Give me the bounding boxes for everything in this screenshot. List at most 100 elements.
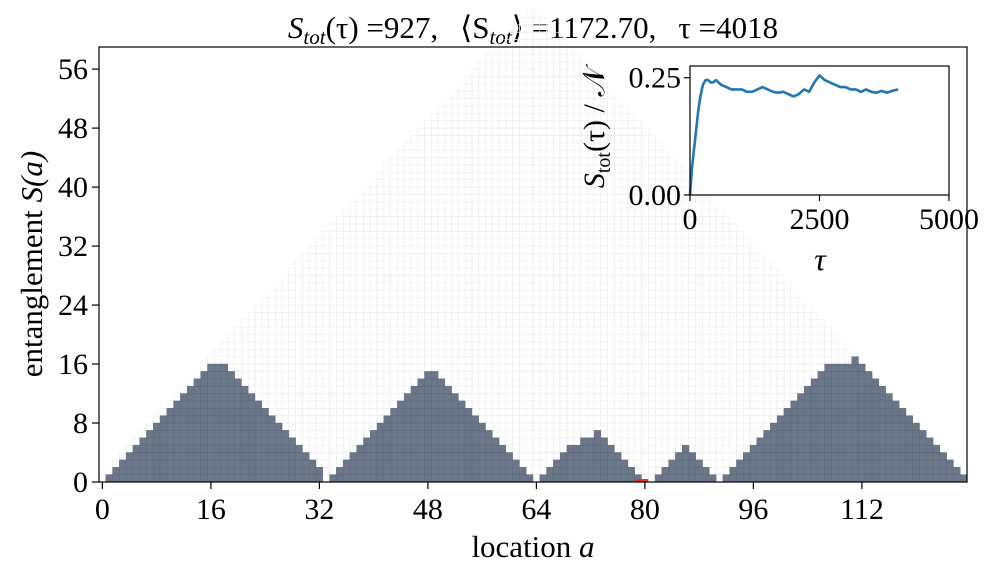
envelope-cell [546, 348, 554, 357]
envelope-cell [417, 208, 425, 217]
envelope-cell [302, 385, 310, 394]
envelope-cell [288, 267, 296, 276]
envelope-cell [634, 135, 642, 144]
envelope-cell [559, 378, 568, 387]
envelope-cell [810, 348, 819, 357]
envelope-cell [275, 378, 283, 387]
envelope-cell [492, 415, 500, 424]
envelope-cell [281, 341, 290, 350]
envelope-cell [383, 356, 391, 365]
envelope-cell [614, 341, 622, 350]
envelope-cell [620, 371, 629, 380]
envelope-cell [532, 452, 541, 461]
envelope-cell [620, 127, 629, 136]
envelope-cell [675, 444, 683, 453]
envelope-cell [376, 341, 385, 350]
envelope-cell [614, 105, 622, 114]
envelope-cell [525, 282, 534, 291]
envelope-cell [776, 407, 785, 416]
envelope-cell [512, 127, 520, 136]
envelope-cell [329, 341, 337, 350]
envelope-cell [729, 267, 737, 276]
bar-location-69 [566, 444, 574, 483]
envelope-cell [546, 334, 554, 343]
envelope-cell [349, 231, 357, 239]
envelope-cell [756, 371, 764, 380]
envelope-cell [492, 98, 500, 107]
envelope-cell [498, 157, 507, 166]
envelope-cell [437, 223, 446, 232]
envelope-cell [478, 201, 486, 210]
envelope-cell [573, 54, 581, 63]
envelope-cell [722, 312, 730, 321]
envelope-cell [709, 385, 717, 394]
envelope-cell [559, 275, 568, 284]
envelope-cell [661, 157, 669, 166]
envelope-cell [512, 422, 520, 431]
envelope-cell [688, 319, 697, 328]
envelope-cell [783, 304, 791, 313]
envelope-cell [553, 186, 561, 195]
envelope-cell [492, 304, 500, 313]
envelope-cell [695, 290, 703, 298]
bar [132, 445, 140, 482]
envelope-cell [593, 216, 602, 225]
envelope-cell [729, 238, 737, 247]
envelope-cell [702, 400, 710, 409]
envelope-cell [383, 319, 391, 328]
envelope-cell [329, 304, 337, 313]
envelope-cell [478, 238, 486, 247]
envelope-cell [553, 31, 561, 40]
envelope-cell [410, 297, 419, 306]
bar-cell [309, 459, 317, 468]
envelope-cell [742, 415, 751, 424]
envelope-cell [647, 231, 656, 239]
envelope-cell [451, 253, 459, 262]
envelope-cell [675, 385, 683, 394]
envelope-cell [681, 430, 690, 439]
envelope-cell [559, 76, 568, 85]
envelope-cell [715, 231, 724, 239]
envelope-cell [736, 452, 744, 461]
envelope-cell [715, 290, 724, 298]
envelope-cell [342, 378, 351, 387]
envelope-cell [817, 348, 825, 357]
envelope-cell [607, 304, 615, 313]
envelope-cell [302, 363, 310, 372]
envelope-cell [709, 371, 717, 380]
envelope-cell [607, 223, 615, 232]
envelope-cell [376, 371, 385, 380]
envelope-cell [315, 341, 324, 350]
bar-location-40 [370, 430, 378, 483]
envelope-cell [342, 245, 351, 254]
envelope-cell [342, 422, 351, 431]
envelope-cell [620, 164, 629, 173]
envelope-cell [661, 267, 669, 276]
envelope-cell [681, 334, 690, 343]
envelope-cell [281, 326, 290, 335]
envelope-cell [492, 61, 500, 70]
envelope-cell [281, 334, 290, 343]
envelope-cell [512, 68, 520, 77]
envelope-cell [322, 422, 330, 431]
envelope-cell [349, 385, 357, 394]
envelope-cell [593, 260, 602, 269]
envelope-cell [363, 223, 371, 232]
envelope-cell [695, 430, 703, 439]
envelope-cell [749, 393, 758, 402]
envelope-cell [749, 334, 758, 343]
envelope-cell [668, 290, 676, 298]
envelope-cell [702, 385, 710, 394]
envelope-cell [681, 290, 690, 298]
envelope-cell [593, 231, 602, 239]
envelope-cell [505, 179, 513, 188]
envelope-cell [736, 319, 744, 328]
envelope-cell [349, 437, 357, 446]
envelope-cell [729, 260, 737, 269]
envelope-cell [376, 208, 385, 217]
envelope-cell [464, 179, 473, 188]
envelope-cell [390, 260, 398, 269]
envelope-cell [322, 326, 330, 335]
envelope-cell [654, 393, 663, 402]
envelope-cell [675, 430, 683, 439]
